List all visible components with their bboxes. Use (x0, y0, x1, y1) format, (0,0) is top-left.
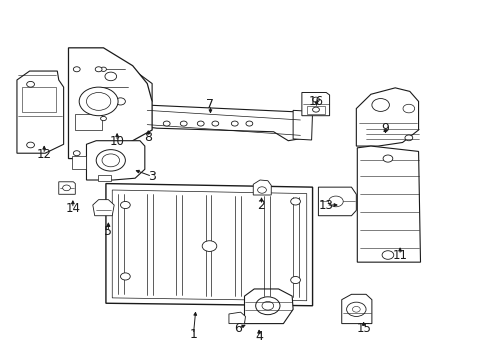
Polygon shape (301, 93, 329, 116)
Polygon shape (244, 289, 292, 324)
Text: 11: 11 (392, 248, 407, 261)
Circle shape (312, 97, 319, 102)
Circle shape (381, 251, 393, 259)
Text: 9: 9 (381, 122, 388, 135)
Polygon shape (17, 71, 63, 153)
Circle shape (328, 196, 343, 207)
Polygon shape (72, 156, 86, 169)
Polygon shape (228, 312, 245, 324)
Bar (22, 87, 56, 112)
Text: 7: 7 (206, 99, 214, 112)
Circle shape (116, 98, 125, 105)
Text: 3: 3 (148, 170, 156, 183)
Text: 2: 2 (257, 198, 265, 212)
Polygon shape (86, 141, 144, 180)
Circle shape (262, 301, 273, 310)
Polygon shape (136, 102, 149, 131)
Circle shape (346, 302, 366, 316)
Text: 5: 5 (104, 225, 112, 238)
Text: 12: 12 (37, 148, 52, 161)
Circle shape (211, 121, 218, 126)
Circle shape (231, 121, 238, 126)
Text: 13: 13 (318, 198, 333, 212)
Polygon shape (318, 187, 356, 216)
Bar (75, 114, 102, 130)
Circle shape (180, 121, 187, 126)
Text: 16: 16 (308, 95, 323, 108)
Polygon shape (253, 180, 271, 195)
Polygon shape (106, 184, 312, 306)
Circle shape (404, 135, 412, 141)
Circle shape (102, 154, 119, 167)
Text: 8: 8 (144, 131, 152, 144)
Circle shape (402, 104, 414, 113)
Circle shape (73, 151, 80, 156)
Text: 10: 10 (109, 135, 124, 148)
Circle shape (255, 297, 280, 315)
Polygon shape (142, 105, 305, 141)
Circle shape (27, 142, 34, 148)
Circle shape (352, 306, 360, 312)
Text: 6: 6 (234, 322, 242, 335)
Circle shape (101, 67, 106, 71)
Circle shape (95, 67, 102, 72)
Circle shape (105, 72, 116, 81)
Polygon shape (356, 88, 418, 146)
Circle shape (120, 273, 130, 280)
Polygon shape (292, 111, 312, 140)
Circle shape (257, 187, 266, 193)
Circle shape (86, 93, 111, 111)
Circle shape (27, 81, 34, 87)
Text: 4: 4 (255, 330, 263, 343)
Polygon shape (93, 200, 114, 216)
Polygon shape (59, 182, 75, 194)
Polygon shape (357, 146, 420, 262)
Polygon shape (68, 48, 152, 158)
Circle shape (96, 150, 125, 171)
Text: 15: 15 (355, 322, 370, 335)
Polygon shape (98, 66, 152, 123)
Circle shape (62, 185, 70, 191)
Circle shape (120, 202, 130, 208)
Circle shape (290, 276, 300, 284)
Circle shape (163, 121, 170, 126)
Polygon shape (112, 190, 306, 301)
Circle shape (290, 198, 300, 205)
Circle shape (312, 107, 319, 112)
Circle shape (245, 121, 252, 126)
Circle shape (101, 116, 106, 121)
Circle shape (382, 155, 392, 162)
Circle shape (371, 99, 388, 111)
Text: 14: 14 (65, 202, 80, 215)
Circle shape (73, 67, 80, 72)
Circle shape (197, 121, 203, 126)
Circle shape (79, 87, 118, 116)
Polygon shape (98, 175, 111, 181)
Circle shape (202, 241, 216, 251)
Polygon shape (341, 294, 371, 324)
Bar (306, 106, 325, 113)
Text: 1: 1 (189, 328, 197, 341)
